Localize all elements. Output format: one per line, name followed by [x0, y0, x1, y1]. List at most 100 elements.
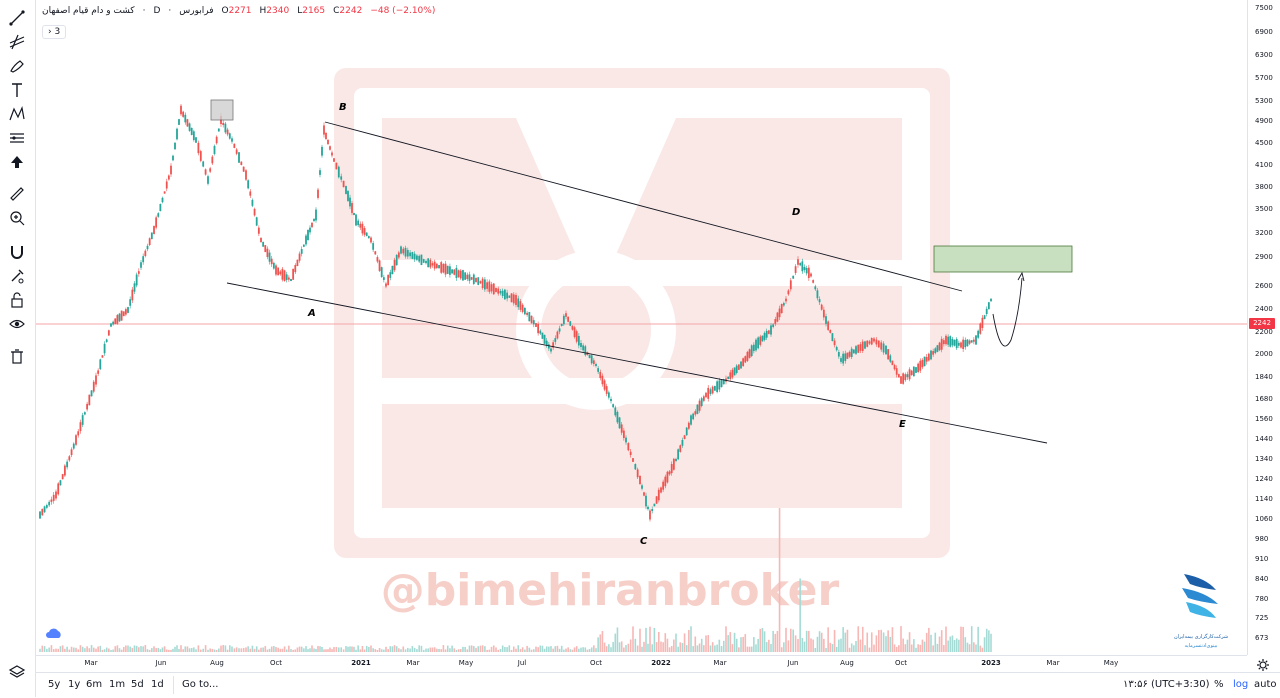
range-5y[interactable]: 5y	[48, 679, 61, 690]
upper-channel-line[interactable]	[324, 121, 963, 292]
volume-bar	[880, 629, 882, 652]
volume-bar	[733, 632, 736, 652]
candle-body	[309, 227, 311, 233]
candle-body	[627, 443, 630, 451]
pattern-icon[interactable]	[6, 104, 28, 124]
layers-icon[interactable]	[6, 662, 28, 682]
volume-bar	[273, 646, 275, 652]
range-1m[interactable]: 1m	[109, 679, 126, 690]
candle-body	[831, 333, 834, 342]
candle-body	[178, 119, 180, 125]
highlight-box[interactable]	[210, 99, 234, 121]
volume-bar	[917, 644, 919, 652]
volume-bar	[981, 647, 984, 652]
candle-body	[923, 356, 926, 367]
clock-timezone[interactable]: ۱۳:۵۶ (UTC+3:30)	[1123, 679, 1210, 690]
volume-bar	[655, 642, 658, 652]
symbol-legend: کشت و دام قیام اصفهان · D · فرابورس O227…	[42, 6, 436, 16]
range-6m[interactable]: 6m	[86, 679, 103, 690]
price-tick: 2000	[1255, 350, 1273, 358]
cursor-arrow-icon[interactable]	[6, 152, 28, 172]
logo-line-2: بینوی‌ادنتسرمایه	[1185, 643, 1218, 649]
projection-curve[interactable]	[992, 277, 1023, 347]
auto-toggle[interactable]: auto	[1254, 679, 1277, 690]
time-tick: 2022	[651, 659, 671, 667]
prediction-icon[interactable]	[6, 128, 28, 148]
eye-icon[interactable]	[6, 314, 28, 334]
cloud-icon[interactable]	[44, 625, 64, 639]
candle-body	[319, 170, 321, 175]
lock-icon[interactable]	[6, 290, 28, 310]
candle-body	[112, 321, 115, 325]
volume-bar	[750, 646, 753, 652]
candle-body	[296, 259, 299, 266]
text-icon[interactable]	[6, 80, 28, 100]
candle-body	[649, 510, 651, 520]
candle-body	[255, 217, 258, 226]
candle-body	[949, 336, 952, 347]
candle-body	[110, 323, 112, 327]
stay-in-drawing-icon[interactable]	[6, 266, 28, 286]
candle-body	[720, 379, 723, 388]
trash-icon[interactable]	[6, 346, 28, 366]
volume-bar	[940, 630, 943, 652]
candle-body	[292, 268, 295, 280]
range-5d[interactable]: 5d	[131, 679, 144, 690]
time-axis[interactable]: Mar Jun Aug Oct 2021 Mar May Jul Oct 2022 Mar Jun Au…	[36, 655, 1247, 670]
candle-body	[787, 290, 790, 295]
indicators-toggle[interactable]: › 3	[42, 25, 67, 39]
trend-line-icon[interactable]	[6, 8, 28, 28]
volume-bar	[895, 646, 898, 652]
interval-label[interactable]: D	[153, 6, 161, 16]
candle-body	[873, 338, 875, 342]
volume-bar	[703, 645, 705, 652]
candle-body	[936, 345, 939, 352]
candle-body	[184, 114, 187, 123]
settings-gear-icon[interactable]	[1256, 657, 1270, 671]
log-toggle[interactable]: log	[1233, 679, 1249, 690]
volume-bar	[41, 645, 44, 652]
price-tick: 1560	[1255, 415, 1273, 423]
volume-bar	[57, 648, 60, 652]
candle-body	[88, 394, 91, 406]
volume-bar	[449, 648, 451, 652]
time-tick: May	[1103, 659, 1119, 667]
price-chart[interactable]: @bimehiranbroker B A C D E	[36, 0, 1247, 655]
candle-body	[789, 280, 792, 290]
volume-bar	[900, 626, 902, 652]
candle-body	[707, 387, 710, 399]
candle-body	[486, 282, 489, 289]
ruler-icon[interactable]	[6, 184, 28, 204]
price-tick: 910	[1255, 555, 1269, 563]
symbol-name[interactable]: کشت و دام قیام اصفهان	[42, 6, 135, 16]
close-value: 2242	[339, 6, 363, 16]
candle-body	[837, 352, 840, 357]
volume-bar	[805, 630, 808, 652]
candle-body	[868, 341, 871, 344]
volume-bar	[52, 649, 55, 652]
goto-button[interactable]: Go to...	[182, 679, 219, 690]
pitchfork-icon[interactable]	[6, 32, 28, 52]
zoom-in-icon[interactable]	[6, 208, 28, 228]
volume-bar	[612, 642, 614, 652]
candle-body	[977, 330, 980, 338]
target-zone-box[interactable]	[933, 245, 1073, 273]
percent-toggle[interactable]: %	[1214, 679, 1224, 690]
volume-bar	[792, 629, 794, 652]
candle-body	[294, 265, 297, 273]
lower-channel-line[interactable]	[226, 282, 1048, 444]
volume-bar	[226, 649, 229, 652]
time-tick: Aug	[840, 659, 854, 667]
range-1d[interactable]: 1d	[151, 679, 164, 690]
range-1y[interactable]: 1y	[68, 679, 81, 690]
volume-bar	[951, 635, 954, 652]
candle-body	[558, 328, 561, 332]
volume-bar	[810, 638, 812, 652]
volume-bar	[140, 646, 142, 652]
magnet-icon[interactable]	[6, 242, 28, 262]
volume-bar	[374, 649, 377, 652]
volume-bar	[186, 646, 189, 652]
candle-body	[700, 398, 703, 407]
chart-pane[interactable]: @bimehiranbroker B A C D E کشت و دام قیا…	[36, 0, 1247, 655]
brush-icon[interactable]	[6, 56, 28, 76]
